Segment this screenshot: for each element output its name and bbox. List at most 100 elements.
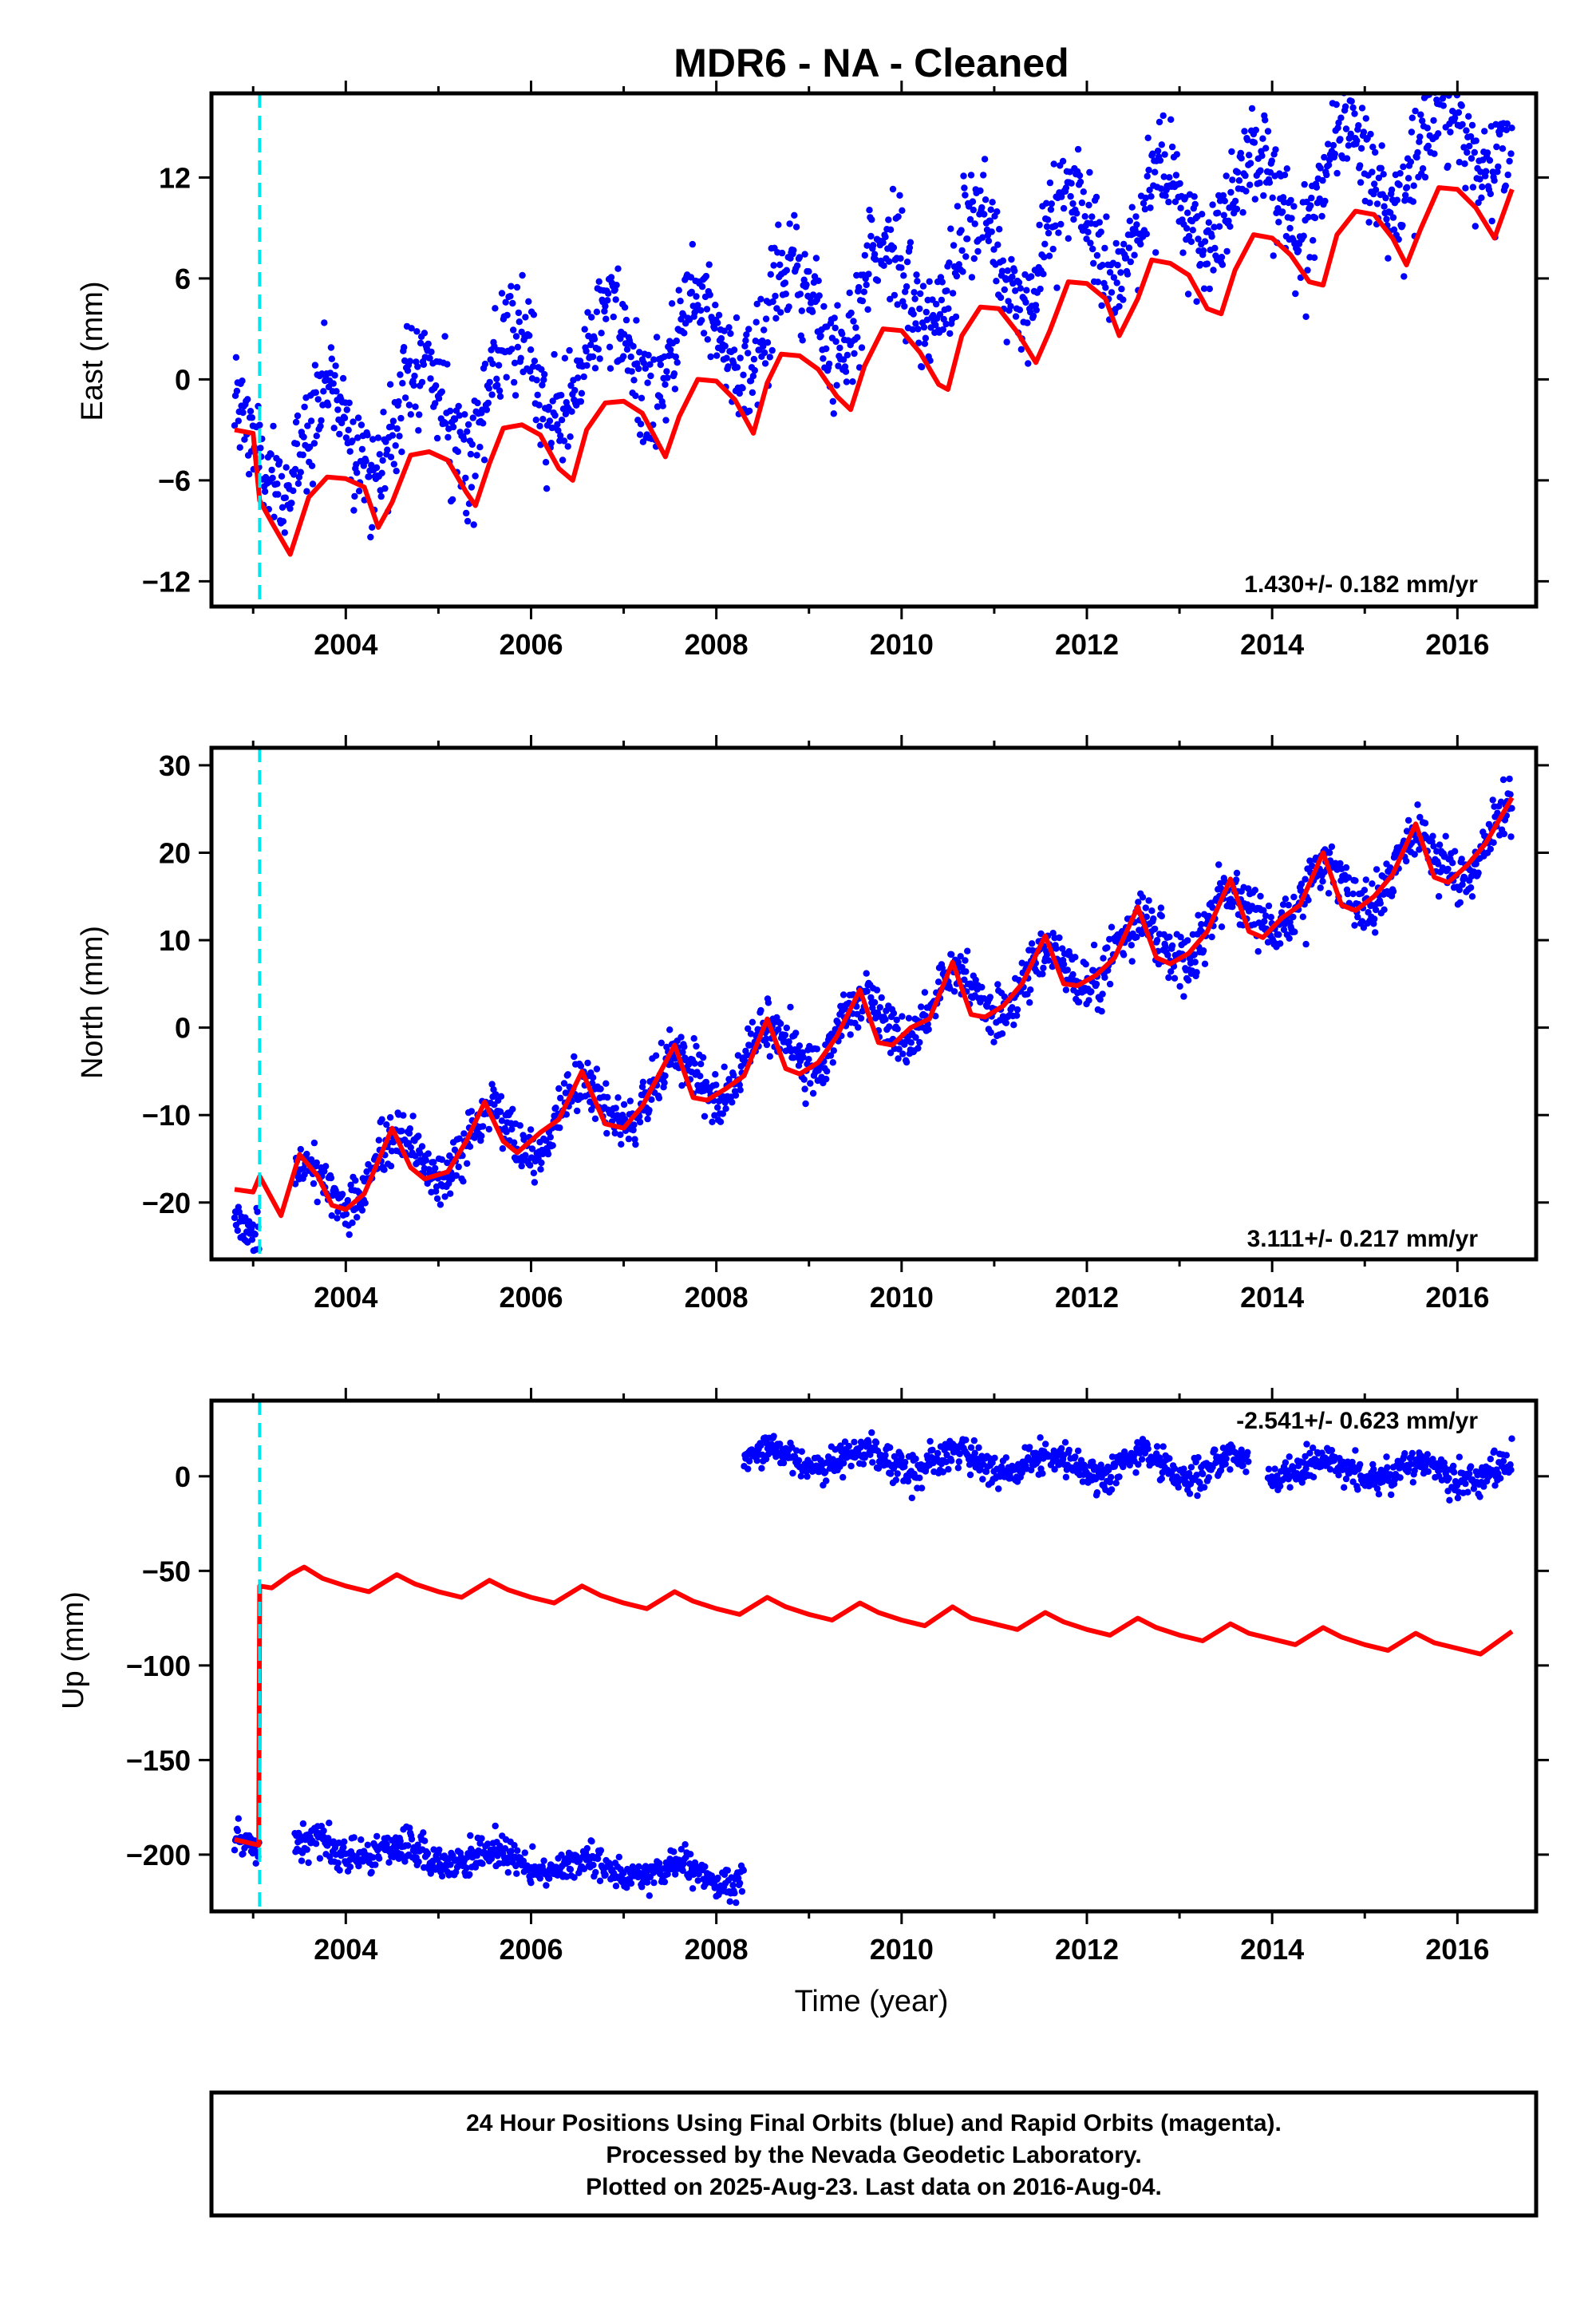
data-point <box>1489 796 1496 804</box>
data-point <box>1189 227 1197 234</box>
data-point <box>1468 155 1476 162</box>
data-point <box>986 994 994 1001</box>
data-point <box>531 358 539 365</box>
data-point <box>1166 933 1173 941</box>
data-point <box>407 1144 414 1152</box>
data-point <box>1167 968 1175 975</box>
data-point <box>711 325 718 332</box>
data-point <box>847 1462 855 1470</box>
data-point <box>1317 884 1324 891</box>
x-tick-label: 2006 <box>499 1281 563 1314</box>
data-point <box>424 1850 432 1857</box>
data-point <box>267 451 275 458</box>
data-point <box>539 416 547 423</box>
data-point <box>926 1437 934 1445</box>
data-point <box>1257 167 1264 174</box>
data-point <box>1265 902 1273 910</box>
data-point <box>912 1034 919 1041</box>
data-point <box>602 302 609 310</box>
data-point <box>903 1058 911 1066</box>
data-point <box>979 1476 986 1483</box>
data-point <box>775 221 782 228</box>
data-point <box>1507 833 1515 840</box>
data-point <box>740 371 747 378</box>
data-point <box>351 492 358 500</box>
data-point <box>1251 196 1259 203</box>
data-point <box>741 342 749 350</box>
data-point <box>971 1449 978 1456</box>
data-point <box>1279 901 1287 908</box>
data-point <box>856 1444 864 1452</box>
data-point <box>375 1855 383 1862</box>
data-point <box>602 1080 610 1087</box>
data-point <box>389 432 397 439</box>
data-point <box>511 359 519 366</box>
data-point <box>706 291 713 298</box>
data-point <box>1004 267 1011 275</box>
data-point <box>1125 244 1133 251</box>
data-point <box>1193 1472 1200 1479</box>
data-point <box>395 398 402 405</box>
data-point <box>747 1030 755 1037</box>
data-point <box>1294 247 1302 255</box>
data-point <box>383 1840 390 1848</box>
data-point <box>1009 273 1016 281</box>
data-point <box>1430 117 1437 124</box>
data-point <box>997 294 1005 302</box>
data-point <box>571 1874 578 1881</box>
data-point <box>1357 179 1365 186</box>
data-point <box>1492 121 1499 128</box>
data-point <box>496 393 504 400</box>
data-point <box>875 1464 883 1472</box>
data-point <box>1344 890 1352 898</box>
data-point <box>286 505 294 512</box>
data-point <box>318 417 325 425</box>
data-point <box>1234 168 1242 176</box>
data-point <box>1195 1454 1202 1461</box>
data-point <box>1304 267 1311 274</box>
data-point <box>1341 103 1349 110</box>
data-point <box>381 1166 388 1173</box>
data-point <box>536 422 543 430</box>
data-point <box>1191 958 1199 966</box>
data-point <box>1306 857 1314 864</box>
data-point <box>899 1013 906 1020</box>
data-point <box>492 1091 500 1098</box>
data-point <box>1373 200 1381 207</box>
data-point <box>460 1178 467 1185</box>
data-point <box>1036 221 1043 229</box>
data-point <box>969 198 977 205</box>
data-point <box>534 391 541 399</box>
data-point <box>1435 893 1443 900</box>
data-point <box>916 1474 923 1482</box>
data-point <box>889 185 897 193</box>
data-point <box>1305 213 1312 221</box>
data-point <box>1048 200 1056 207</box>
data-point <box>1280 926 1288 934</box>
data-point <box>863 987 871 995</box>
data-point <box>1067 192 1074 200</box>
data-point <box>421 1837 429 1844</box>
data-point <box>1372 186 1380 194</box>
data-point <box>1352 877 1359 884</box>
data-point <box>476 444 484 451</box>
data-point <box>939 1468 947 1476</box>
data-point <box>1112 1480 1120 1487</box>
data-point <box>796 1042 804 1049</box>
data-point <box>583 347 590 355</box>
data-point <box>1508 124 1515 132</box>
data-point <box>713 352 721 359</box>
data-point <box>1152 249 1159 256</box>
data-point <box>921 340 929 347</box>
data-point <box>1286 224 1294 232</box>
data-point <box>1049 245 1057 253</box>
data-point <box>1479 184 1486 191</box>
data-point <box>1101 974 1108 982</box>
panel-north: 2004 2006 2008 2010 2012 2014 2016−20−10010203… <box>76 735 1549 1314</box>
data-point <box>595 346 602 353</box>
data-point <box>408 1836 416 1843</box>
data-point <box>1302 1452 1309 1460</box>
data-point <box>1345 874 1353 881</box>
data-point <box>1090 259 1097 267</box>
data-point <box>1060 961 1068 968</box>
